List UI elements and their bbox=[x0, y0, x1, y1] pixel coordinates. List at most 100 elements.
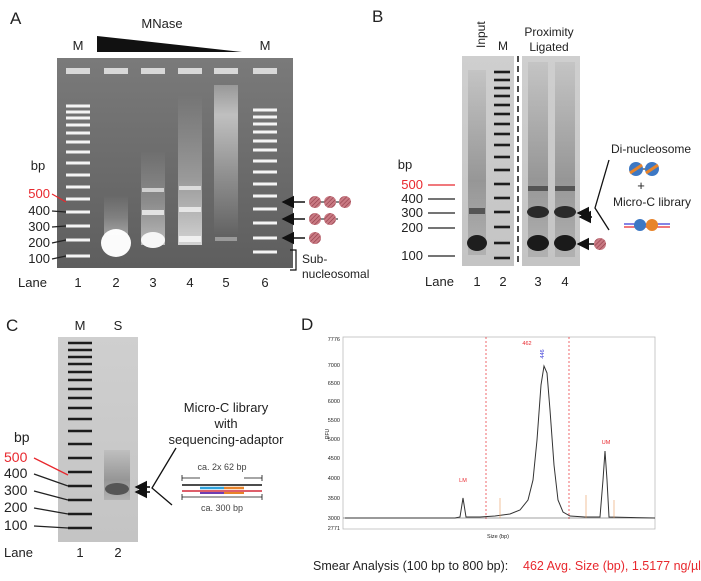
ladder-lane-6 bbox=[253, 108, 277, 254]
input-label: Input bbox=[474, 21, 488, 48]
gel-b-tick-200: 200 bbox=[401, 220, 423, 235]
electropherogram-frame bbox=[342, 336, 656, 530]
upper-marker-label: UM bbox=[602, 440, 611, 446]
nucleosome-icon bbox=[339, 196, 351, 208]
nucleosome-icon bbox=[309, 213, 321, 225]
input-lane-smear bbox=[468, 70, 486, 255]
input-lane-mono-band bbox=[467, 235, 487, 251]
gel-a-lane-2: 2 bbox=[112, 275, 119, 290]
di-nucleosome-icon bbox=[629, 162, 659, 176]
insert-length-label: ca. 300 bp bbox=[201, 503, 243, 513]
gel-a-tick-400: 400 bbox=[28, 203, 50, 218]
gel-c-tick-400: 400 bbox=[4, 465, 28, 481]
trinucleosome-marker bbox=[281, 195, 351, 209]
sub-nucleosomal-label-2: nucleosomal bbox=[302, 267, 369, 281]
library-title-2: with bbox=[213, 416, 237, 431]
library-title-3: sequencing-adaptor bbox=[169, 432, 285, 447]
lane-5-smear bbox=[214, 85, 238, 235]
gel-c-marker-label: M bbox=[75, 318, 86, 333]
gel-b-lane-word: Lane bbox=[425, 274, 454, 289]
gel-a-tick-200: 200 bbox=[28, 235, 50, 250]
lane-3-tri-band bbox=[142, 188, 164, 192]
gel-b-tick-300: 300 bbox=[401, 205, 423, 220]
smear-size-label: 462 bbox=[522, 341, 531, 347]
gel-b-tick-500: 500 bbox=[401, 177, 423, 192]
y-tick-3000: 3000 bbox=[328, 516, 340, 522]
lane-3-smear bbox=[141, 150, 165, 245]
panel-a: A MNase M M bbox=[10, 9, 369, 290]
lane-3-mono-band-b bbox=[527, 235, 549, 251]
lane-4-smear-b bbox=[555, 62, 575, 257]
proximity-label-1: Proximity bbox=[524, 25, 573, 39]
gel-b-lane-4: 4 bbox=[561, 274, 568, 289]
panel-b-letter: B bbox=[372, 7, 383, 26]
y-tick-6000: 6000 bbox=[328, 399, 340, 405]
lower-marker-label: LM bbox=[459, 478, 467, 484]
marker-label-left: M bbox=[73, 38, 84, 53]
gel-c-tick-100: 100 bbox=[4, 517, 28, 533]
gel-a-lane-4: 4 bbox=[186, 275, 193, 290]
marker-spike-lines bbox=[499, 495, 615, 518]
gel-a-bp-unit: bp bbox=[31, 158, 45, 173]
y-tick-2771: 2771 bbox=[328, 526, 340, 532]
nucleosome-icon bbox=[594, 238, 606, 250]
lane-4-tri-band-b bbox=[555, 186, 575, 191]
di-nucleosome-label: Di-nucleosome bbox=[611, 142, 691, 156]
gel-a-lane-word: Lane bbox=[18, 275, 47, 290]
y-tick-5500: 5500 bbox=[328, 418, 340, 424]
adaptor-length-label: ca. 2x 62 bp bbox=[197, 462, 246, 472]
micro-c-library-label: Micro-C library bbox=[613, 195, 691, 209]
input-lane-di-band bbox=[469, 208, 485, 214]
y-tick-3500: 3500 bbox=[328, 496, 340, 502]
gel-a-lane-1: 1 bbox=[74, 275, 81, 290]
nucleosome-icon bbox=[309, 232, 321, 244]
gel-c-bp-unit: bp bbox=[14, 429, 30, 445]
y-tick-4500: 4500 bbox=[328, 456, 340, 462]
panel-c: C M S bp 500 400 300 200 100 bbox=[4, 316, 284, 560]
gel-b-leader-lines bbox=[428, 184, 455, 257]
panel-d-letter: D bbox=[301, 315, 313, 334]
library-lane-band bbox=[105, 483, 129, 495]
gel-b-bp-unit: bp bbox=[398, 157, 412, 172]
gel-b-tick-400: 400 bbox=[401, 191, 423, 206]
gel-b-lane-3: 3 bbox=[534, 274, 541, 289]
panel-b: B Input M Proximity Ligated bbox=[372, 7, 691, 289]
gel-c-lane-2: 2 bbox=[114, 545, 121, 560]
gel-a-tick-300: 300 bbox=[28, 219, 50, 234]
lane-3-smear-b bbox=[528, 62, 548, 257]
mnase-label: MNase bbox=[141, 16, 182, 31]
panel-d: D 7776 7000 6500 6000 5500 5000 4500 400… bbox=[301, 315, 701, 573]
lane-4-di-band-b bbox=[554, 206, 576, 218]
lane-4-tri-band bbox=[179, 186, 201, 190]
gel-c bbox=[58, 337, 138, 542]
ladder-lane-b-2 bbox=[494, 70, 510, 260]
mononucleosome-marker bbox=[281, 231, 321, 245]
y-tick-7000: 7000 bbox=[328, 363, 340, 369]
gel-b-lane-1: 1 bbox=[473, 274, 480, 289]
gel-a bbox=[57, 58, 293, 268]
panel-c-letter: C bbox=[6, 316, 18, 335]
peak-size-label: 446 bbox=[540, 349, 546, 358]
sub-nucleosomal-label-1: Sub- bbox=[302, 252, 327, 266]
library-construct-diagram bbox=[181, 475, 263, 500]
micro-c-library-icon bbox=[624, 219, 670, 231]
y-axis-ticks: 7776 7000 6500 6000 5500 5000 4500 4000 … bbox=[328, 337, 340, 532]
lane-2-smear bbox=[104, 195, 128, 235]
gel-a-lane-6: 6 bbox=[261, 275, 268, 290]
lane-4-mono-band bbox=[179, 236, 201, 242]
lane-2-mononucleosome-band bbox=[101, 229, 131, 257]
gel-b-marker-label: M bbox=[498, 39, 508, 53]
lane-3-tri-band-b bbox=[528, 186, 548, 191]
gel-c-lane-word: Lane bbox=[4, 545, 33, 560]
y-axis-label: RFU bbox=[325, 428, 331, 439]
gel-a-tick-100: 100 bbox=[28, 251, 50, 266]
proximity-label-2: Ligated bbox=[529, 40, 568, 54]
y-tick-4000: 4000 bbox=[328, 476, 340, 482]
ladder-lane-1 bbox=[66, 104, 90, 258]
gel-b-tick-100: 100 bbox=[401, 248, 423, 263]
lane-4-mono-band-b bbox=[554, 235, 576, 251]
summary-values: 462 Avg. Size (bp), 1.5177 ng/µl bbox=[523, 559, 701, 573]
nucleosome-icon bbox=[324, 196, 336, 208]
plus-sign: + bbox=[637, 178, 645, 193]
